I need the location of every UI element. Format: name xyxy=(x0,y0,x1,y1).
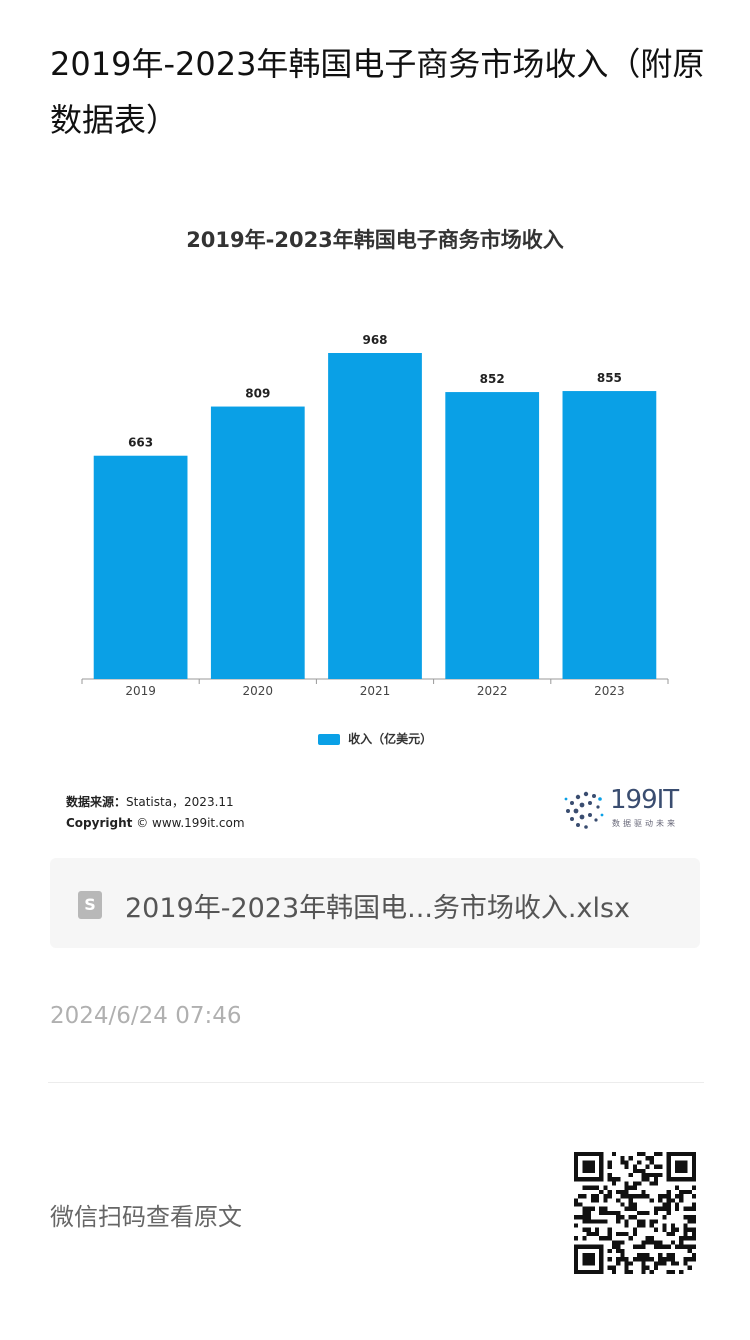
bar-chart: 663 2019 809 2020 968 2021 852 2022 855 2023 xyxy=(81,333,669,698)
brand-dots-icon xyxy=(564,791,604,829)
spreadsheet-file-icon: S xyxy=(78,891,102,919)
x-tick-label-2023: 2023 xyxy=(594,684,625,698)
chart-legend: 收入（亿美元） xyxy=(50,730,700,747)
brand-name: 199IT xyxy=(610,785,679,815)
divider xyxy=(48,1082,704,1083)
copyright-text: © www.199it.com xyxy=(136,816,245,830)
data-label-2020: 809 xyxy=(245,387,270,401)
publish-timestamp: 2024/6/24 07:46 xyxy=(50,1003,242,1029)
legend-label: 收入（亿美元） xyxy=(348,732,433,746)
x-tick-label-2019: 2019 xyxy=(125,684,156,698)
legend-swatch xyxy=(317,734,340,745)
brand-tagline: 数据驱动未来 xyxy=(612,819,678,828)
x-tick-label-2020: 2020 xyxy=(243,684,274,698)
attachment-file[interactable]: S 2019年-2023年韩国电...务市场收入.xlsx xyxy=(50,858,700,948)
x-tick-label-2022: 2022 xyxy=(477,684,508,698)
qr-caption: 微信扫码查看原文 xyxy=(50,1203,242,1231)
source-label: 数据来源： xyxy=(66,795,127,809)
x-tick-label-2021: 2021 xyxy=(360,684,391,698)
copyright-label: Copyright xyxy=(66,816,133,830)
bar-2021 xyxy=(328,353,422,679)
bar-2023 xyxy=(562,391,657,679)
article-title: 2019年-2023年韩国电子商务市场收入（附原数据表） xyxy=(50,45,705,139)
data-label-2022: 852 xyxy=(480,372,505,386)
bar-2020 xyxy=(210,406,305,679)
chart-image: 663 2019 809 2020 968 2021 852 2022 855 2023 2019… xyxy=(50,200,700,840)
source-text: Statista，2023.11 xyxy=(126,795,234,809)
file-name: 2019年-2023年韩国电...务市场收入.xlsx xyxy=(125,893,631,924)
qr-code-icon[interactable] xyxy=(574,1152,696,1274)
chart-source: 数据来源：Statista，2023.11 Copyright © www.19… xyxy=(66,792,245,834)
data-label-2021: 968 xyxy=(362,333,387,347)
chart-title: 2019年-2023年韩国电子商务市场收入 xyxy=(186,228,564,252)
brand-logo: 199IT 数据驱动未来 xyxy=(560,785,700,835)
bar-2019 xyxy=(93,455,188,679)
bar-2022 xyxy=(445,392,540,679)
data-label-2019: 663 xyxy=(128,436,153,450)
data-label-2023: 855 xyxy=(597,371,622,385)
